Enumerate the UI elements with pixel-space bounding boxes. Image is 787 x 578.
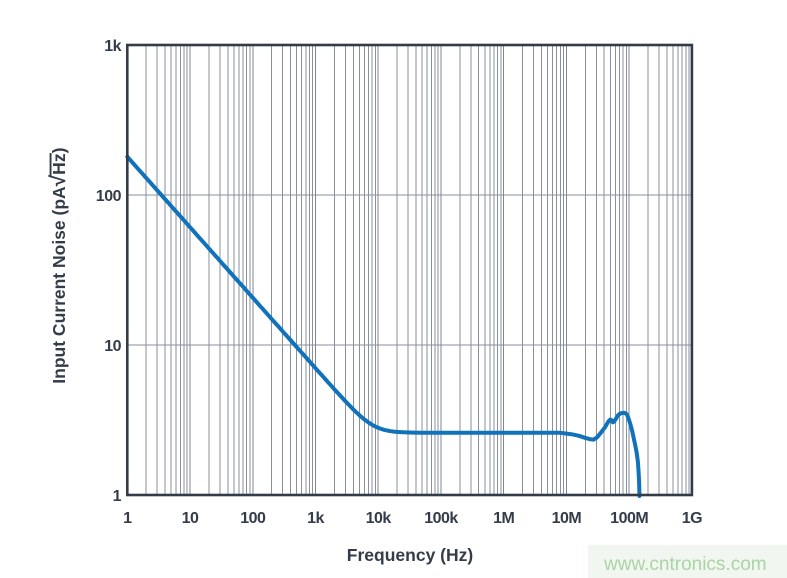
- svg-text:Input Current Noise (pA√Hz): Input Current Noise (pA√Hz): [47, 148, 70, 384]
- svg-text:10M: 10M: [552, 510, 582, 527]
- svg-text:100: 100: [240, 510, 266, 527]
- svg-text:1G: 1G: [682, 510, 702, 527]
- svg-text:Frequency (Hz): Frequency (Hz): [347, 545, 473, 565]
- svg-text:100: 100: [96, 188, 122, 205]
- svg-text:www.cntronics.com: www.cntronics.com: [603, 554, 767, 575]
- svg-text:1: 1: [123, 510, 132, 527]
- svg-text:1M: 1M: [493, 510, 514, 527]
- svg-text:100k: 100k: [424, 510, 458, 527]
- svg-text:10: 10: [104, 338, 121, 355]
- svg-text:1k: 1k: [307, 510, 324, 527]
- svg-text:1k: 1k: [104, 38, 121, 55]
- svg-text:10: 10: [182, 510, 199, 527]
- svg-text:100M: 100M: [610, 510, 648, 527]
- svg-text:1: 1: [113, 488, 122, 505]
- svg-text:10k: 10k: [366, 510, 392, 527]
